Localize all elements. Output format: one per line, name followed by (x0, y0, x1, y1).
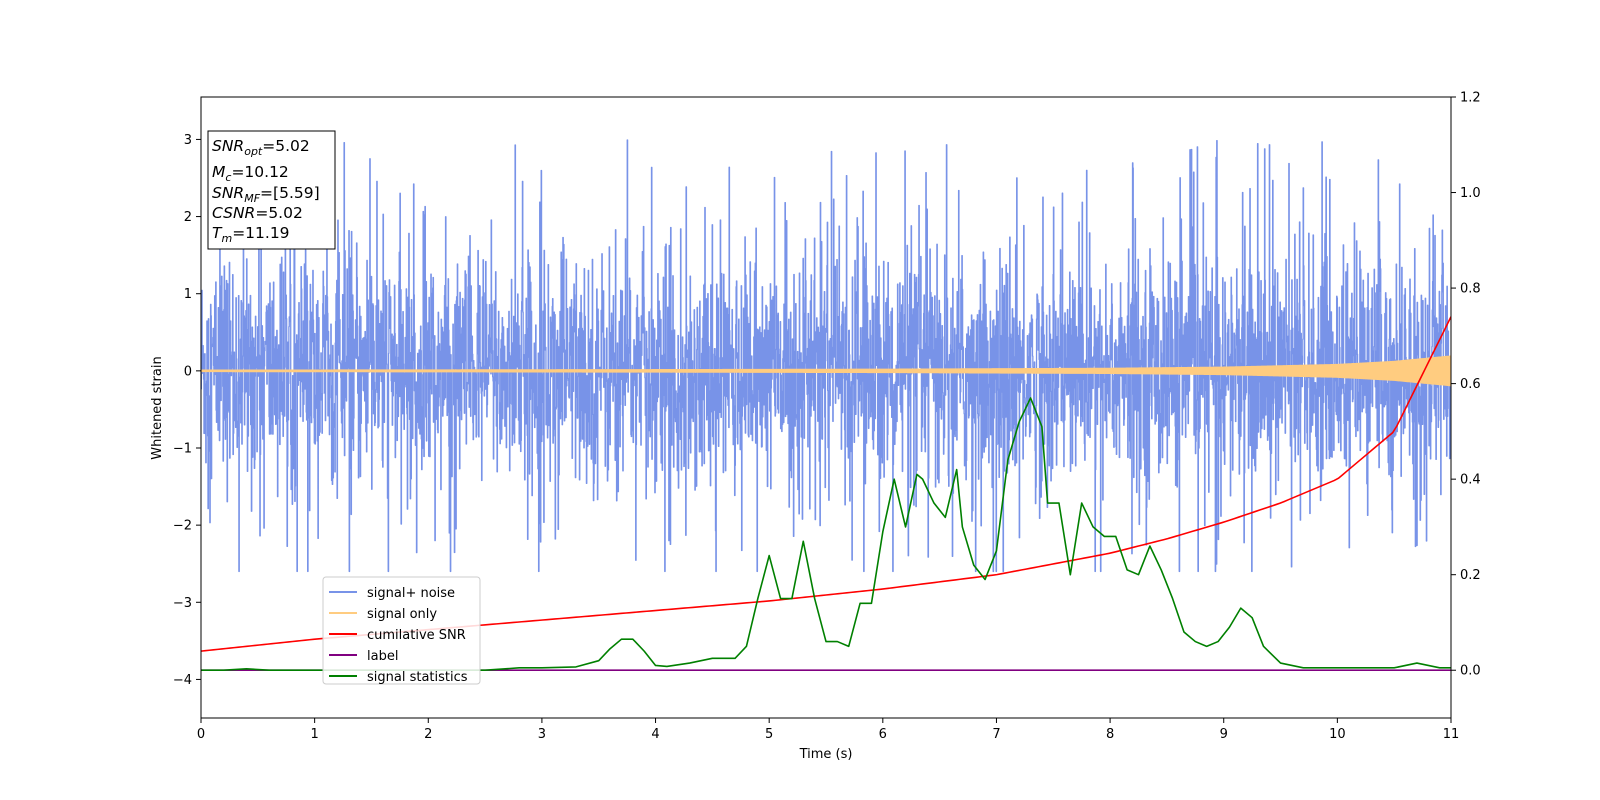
legend-label: label (367, 649, 398, 664)
legend-label: signal statistics (367, 670, 468, 685)
info-value: =[5.59] (260, 184, 320, 202)
info-box: SNRopt=5.02Mc=10.12SNRMF=[5.59]CSNR=5.02… (207, 130, 336, 250)
y-left-tick-label: 1 (184, 287, 192, 302)
info-line: SNRopt=5.02 (212, 137, 310, 158)
x-tick-label: 5 (765, 727, 773, 742)
y-left-axis-ticks: −4 −3 −2 −1 0 1 2 3 (173, 133, 201, 688)
legend-label: signal only (367, 607, 437, 622)
info-value: =11.19 (232, 224, 289, 242)
x-tick-label: 4 (651, 727, 659, 742)
info-var: SNR (212, 137, 244, 155)
info-sub: m (221, 232, 232, 245)
y-left-tick-label: 3 (184, 133, 192, 148)
info-var: T (212, 224, 223, 242)
x-tick-label: 1 (310, 727, 318, 742)
legend-label: cumilative SNR (367, 628, 466, 643)
y-right-axis-ticks: 0.0 0.2 0.4 0.6 0.8 1.0 1.2 (1451, 91, 1481, 679)
series-signal-noise (201, 139, 1451, 573)
info-value: =5.02 (255, 204, 303, 222)
info-lines: SNRopt=5.02Mc=10.12SNRMF=[5.59]CSNR=5.02… (212, 137, 320, 245)
y-left-tick-label: −2 (173, 519, 192, 534)
legend: signal+ noise signal only cumilative SNR la… (322, 576, 481, 685)
info-value: =10.12 (231, 163, 288, 181)
legend-label: signal+ noise (367, 586, 455, 601)
x-tick-label: 6 (879, 727, 887, 742)
y-left-tick-label: 2 (184, 210, 192, 225)
y-right-tick-label: 1.0 (1460, 186, 1481, 201)
y-right-tick-label: 0.8 (1460, 282, 1481, 297)
y-left-tick-label: 0 (184, 364, 192, 379)
x-tick-label: 8 (1106, 727, 1114, 742)
y-left-tick-label: −3 (173, 596, 192, 611)
info-line: CSNR=5.02 (212, 204, 303, 222)
y-right-tick-label: 0.2 (1460, 568, 1481, 583)
legend-items: signal+ noise signal only cumilative SNR la… (329, 586, 468, 685)
info-sub: MF (244, 192, 260, 205)
info-line: Tm=11.19 (212, 224, 290, 245)
series-signal-only (201, 355, 1451, 387)
x-tick-label: 10 (1329, 727, 1346, 742)
x-tick-label: 11 (1443, 727, 1460, 742)
y-left-tick-label: −1 (173, 442, 192, 457)
y-left-axis-label: Whitened strain (150, 356, 165, 459)
info-var: M (212, 163, 225, 181)
info-sub: opt (244, 145, 263, 158)
y-right-tick-label: 0.6 (1460, 377, 1481, 392)
info-line: Mc=10.12 (212, 163, 289, 184)
info-box-frame (207, 130, 336, 250)
series-signal-statistics (201, 397, 1451, 672)
y-left-tick-label: −4 (173, 673, 192, 688)
x-tick-label: 9 (1220, 727, 1228, 742)
y-right-tick-label: 1.2 (1460, 91, 1481, 106)
plot-frame (200, 96, 1452, 719)
x-tick-label: 2 (424, 727, 432, 742)
info-sub: c (225, 171, 231, 184)
x-tick-label: 3 (538, 727, 546, 742)
y-right-tick-label: 0.4 (1460, 473, 1481, 488)
x-axis-label: Time (s) (799, 747, 853, 762)
x-tick-label: 7 (992, 727, 1000, 742)
x-axis-ticks: 0 1 2 3 4 5 6 7 8 9 10 11 (197, 718, 1459, 742)
y-right-tick-label: 0.0 (1460, 664, 1481, 679)
x-tick-label: 0 (197, 727, 205, 742)
info-line: SNRMF=[5.59] (212, 184, 320, 205)
info-var: CSNR (212, 204, 255, 222)
info-var: SNR (212, 184, 244, 202)
info-value: =5.02 (262, 137, 310, 155)
legend-frame (322, 576, 481, 685)
